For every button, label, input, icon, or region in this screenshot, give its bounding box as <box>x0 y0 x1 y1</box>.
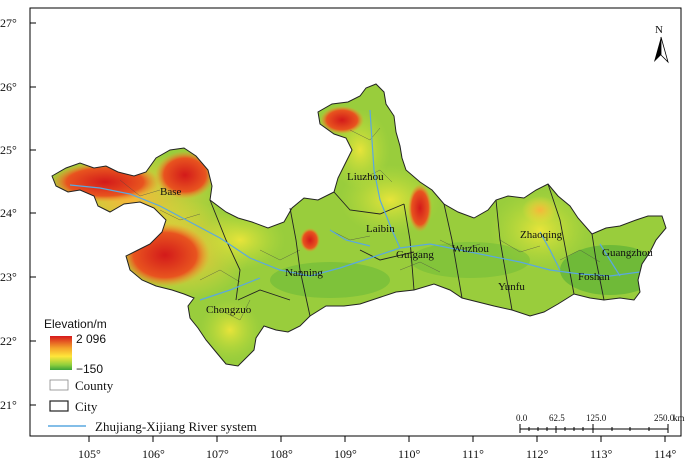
lon-tick-label: 111° <box>462 447 484 461</box>
elevation-color-bar <box>50 336 72 370</box>
county-borders <box>119 127 601 321</box>
city-swatch <box>49 400 69 412</box>
city-label-foshan: Foshan <box>578 271 610 283</box>
legend-title: Elevation/m <box>44 317 107 331</box>
scale-bar: 0.0 62.5 125.0 250.0 km <box>516 413 685 433</box>
region-boundary <box>51 83 667 367</box>
scale-unit: km <box>673 413 685 423</box>
legend-min-value: −150 <box>76 362 103 376</box>
scale-label: 125.0 <box>586 413 607 423</box>
legend-city-label: City <box>75 399 98 414</box>
city-label-guangzhou: Guangzhou <box>602 247 653 259</box>
city-label-base: Base <box>160 186 182 198</box>
city-label-chongzuo: Chongzuo <box>206 304 252 316</box>
lat-tick-label: 26° <box>0 80 17 94</box>
city-label-zhaoqing: Zhaoqing <box>520 229 563 241</box>
city-label-nanning: Nanning <box>285 267 323 279</box>
lon-tick-label: 107° <box>206 447 229 461</box>
city-label-laibin: Laibin <box>366 223 395 235</box>
city-label-guigang: Guigang <box>396 249 434 261</box>
scale-label: 250.0 <box>654 413 675 423</box>
lat-tick-label: 21° <box>0 398 17 412</box>
legend-max-value: 2 096 <box>76 332 106 346</box>
river-system <box>69 109 641 301</box>
lat-tick-label: 25° <box>0 143 17 157</box>
city-label-liuzhou: Liuzhou <box>347 171 384 183</box>
scale-label: 0.0 <box>516 413 528 423</box>
lon-tick-label: 106° <box>142 447 165 461</box>
latitude-axis: 27° 26° 25° 24° 23° 22° 21° <box>0 16 36 412</box>
north-label: N <box>655 24 663 36</box>
county-swatch <box>49 379 69 391</box>
north-arrow-icon: N <box>654 24 669 64</box>
lat-tick-label: 23° <box>0 270 17 284</box>
city-labels: Liuzhou Base Laibin Guigang Wuzhou Zhaoq… <box>160 171 653 316</box>
legend-river-label: Zhujiang-Xijiang River system <box>95 419 257 434</box>
lon-tick-label: 110° <box>398 447 421 461</box>
longitude-axis: 105° 106° 107° 108° 109° 110° 111° 112° … <box>78 436 677 461</box>
lat-tick-label: 22° <box>0 334 17 348</box>
map-legend: Elevation/m 2 096 −150 County City Zhuji… <box>44 317 257 434</box>
city-borders <box>209 183 605 317</box>
lat-tick-label: 24° <box>0 206 17 220</box>
lon-tick-label: 109° <box>334 447 357 461</box>
lon-tick-label: 114° <box>654 447 677 461</box>
lon-tick-label: 113° <box>590 447 613 461</box>
lon-tick-label: 108° <box>270 447 293 461</box>
scale-label: 62.5 <box>549 413 565 423</box>
city-label-yunfu: Yunfu <box>498 281 525 293</box>
lon-tick-label: 112° <box>526 447 549 461</box>
lat-tick-label: 27° <box>0 16 17 30</box>
lon-tick-label: 105° <box>78 447 101 461</box>
legend-county-label: County <box>75 378 114 393</box>
city-label-wuzhou: Wuzhou <box>452 243 489 255</box>
